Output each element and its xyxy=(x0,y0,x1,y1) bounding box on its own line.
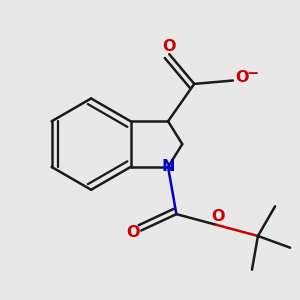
Text: O: O xyxy=(126,225,140,240)
Text: O: O xyxy=(211,209,224,224)
Text: O: O xyxy=(236,70,249,85)
Text: −: − xyxy=(247,66,259,81)
Text: N: N xyxy=(161,159,175,174)
Text: O: O xyxy=(163,39,176,54)
